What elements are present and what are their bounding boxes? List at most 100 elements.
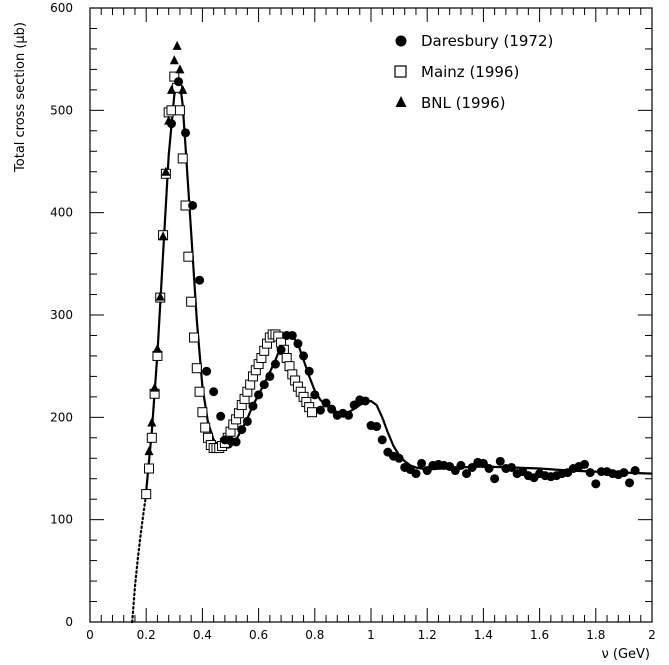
mainz-point: [306, 407, 317, 418]
daresbury-point: [495, 456, 505, 466]
x-tick-label: 0: [86, 628, 94, 642]
legend-label-daresbury: Daresbury (1972): [421, 32, 553, 50]
daresbury-point: [254, 390, 264, 400]
mainz-point: [191, 363, 202, 374]
daresbury-point: [484, 464, 494, 473]
mainz-point: [200, 422, 211, 433]
legend-label-mainz: Mainz (1996): [421, 63, 519, 81]
bnl-point: [150, 382, 160, 392]
y-axis-title: Total cross section (μb): [13, 22, 28, 173]
legend-label-bnl: BNL (1996): [421, 94, 506, 112]
y-tick-label: 500: [50, 103, 73, 117]
threshold-curve: [131, 493, 148, 624]
mainz-point: [186, 296, 197, 307]
daresbury-point: [394, 453, 404, 463]
legend: Daresbury (1972) Mainz (1996) BNL (1996): [394, 32, 553, 112]
x-tick-label: 0.2: [137, 628, 156, 642]
daresbury-point: [265, 371, 275, 381]
daresbury-point: [174, 77, 184, 87]
daresbury-point: [287, 330, 297, 340]
bnl-point: [169, 55, 179, 65]
daresbury-point: [195, 275, 205, 285]
x-tick-label: 0.4: [193, 628, 212, 642]
daresbury-point: [321, 398, 331, 408]
bnl-point: [161, 166, 171, 176]
mainz-point: [188, 332, 199, 343]
x-tick-label: 0.8: [305, 628, 324, 642]
daresbury-point: [591, 479, 601, 489]
bnl-point: [178, 84, 188, 94]
mainz-point: [146, 432, 157, 443]
daresbury-point: [315, 405, 325, 415]
legend-marker-bnl: [395, 96, 407, 107]
daresbury-point: [372, 422, 382, 432]
daresbury-point: [299, 351, 309, 361]
ticks-layer: [89, 7, 653, 623]
mainz-point: [281, 352, 292, 363]
bnl-point: [172, 40, 182, 50]
bnl-point: [175, 64, 185, 74]
mainz-point: [166, 105, 177, 116]
tick-labels-layer: 0 0.2 0.4 0.6 0.8 1 1.2 1.4 1.6 1.8 2 0 100 200 300 400…: [50, 1, 656, 642]
x-tick-label: 1: [367, 628, 375, 642]
daresbury-point: [237, 425, 247, 435]
legend-marker-mainz: [394, 65, 407, 78]
daresbury-point: [231, 437, 241, 447]
bnl-point: [147, 417, 157, 427]
daresbury-point: [625, 478, 635, 488]
y-tick-label: 600: [50, 1, 73, 15]
mainz-point: [174, 105, 185, 116]
mainz-point: [245, 379, 256, 390]
y-tick-label: 0: [65, 615, 73, 629]
daresbury-point: [259, 380, 269, 390]
daresbury-point: [209, 387, 219, 397]
daresbury-point: [242, 416, 252, 426]
mainz-point: [197, 407, 208, 418]
mainz-point: [183, 251, 194, 262]
daresbury-point: [507, 462, 516, 472]
y-tick-label: 100: [50, 513, 73, 527]
daresbury-point: [619, 468, 629, 478]
daresbury-point: [188, 201, 198, 211]
x-tick-label: 1.2: [418, 628, 437, 642]
legend-marker-daresbury: [395, 35, 407, 47]
daresbury-point: [310, 390, 320, 400]
x-axis-title: ν (GeV): [601, 647, 650, 662]
daresbury-point: [270, 359, 280, 369]
mainz-point: [233, 408, 244, 419]
bnl-point: [152, 343, 162, 353]
daresbury-point: [276, 345, 286, 355]
daresbury-point: [456, 460, 466, 470]
y-tick-label: 300: [50, 308, 73, 322]
daresbury-point: [216, 411, 226, 421]
x-tick-label: 2: [648, 628, 656, 642]
bnl-point: [158, 231, 168, 241]
mainz-point: [177, 153, 188, 164]
mainz-point: [144, 463, 155, 474]
daresbury-point: [630, 466, 640, 476]
daresbury-point: [202, 366, 212, 376]
x-tick-label: 1.6: [530, 628, 549, 642]
daresbury-point: [327, 404, 337, 414]
x-tick-label: 1.8: [586, 628, 605, 642]
bnl-point: [164, 115, 174, 125]
mainz-point: [194, 386, 205, 397]
x-tick-label: 0.6: [249, 628, 268, 642]
daresbury-point: [580, 459, 590, 469]
bnl-point: [166, 84, 176, 94]
bnl-point: [155, 291, 165, 301]
mainz-point: [284, 361, 295, 372]
daresbury-point: [344, 410, 354, 420]
daresbury-point: [181, 128, 191, 138]
daresbury-point: [462, 469, 472, 479]
points-layer: [141, 40, 640, 500]
daresbury-point: [360, 396, 370, 406]
daresbury-point: [490, 474, 500, 484]
daresbury-point: [585, 468, 595, 478]
y-tick-label: 400: [50, 206, 73, 220]
daresbury-point: [248, 401, 258, 411]
daresbury-point: [411, 469, 421, 479]
daresbury-point: [293, 339, 303, 349]
